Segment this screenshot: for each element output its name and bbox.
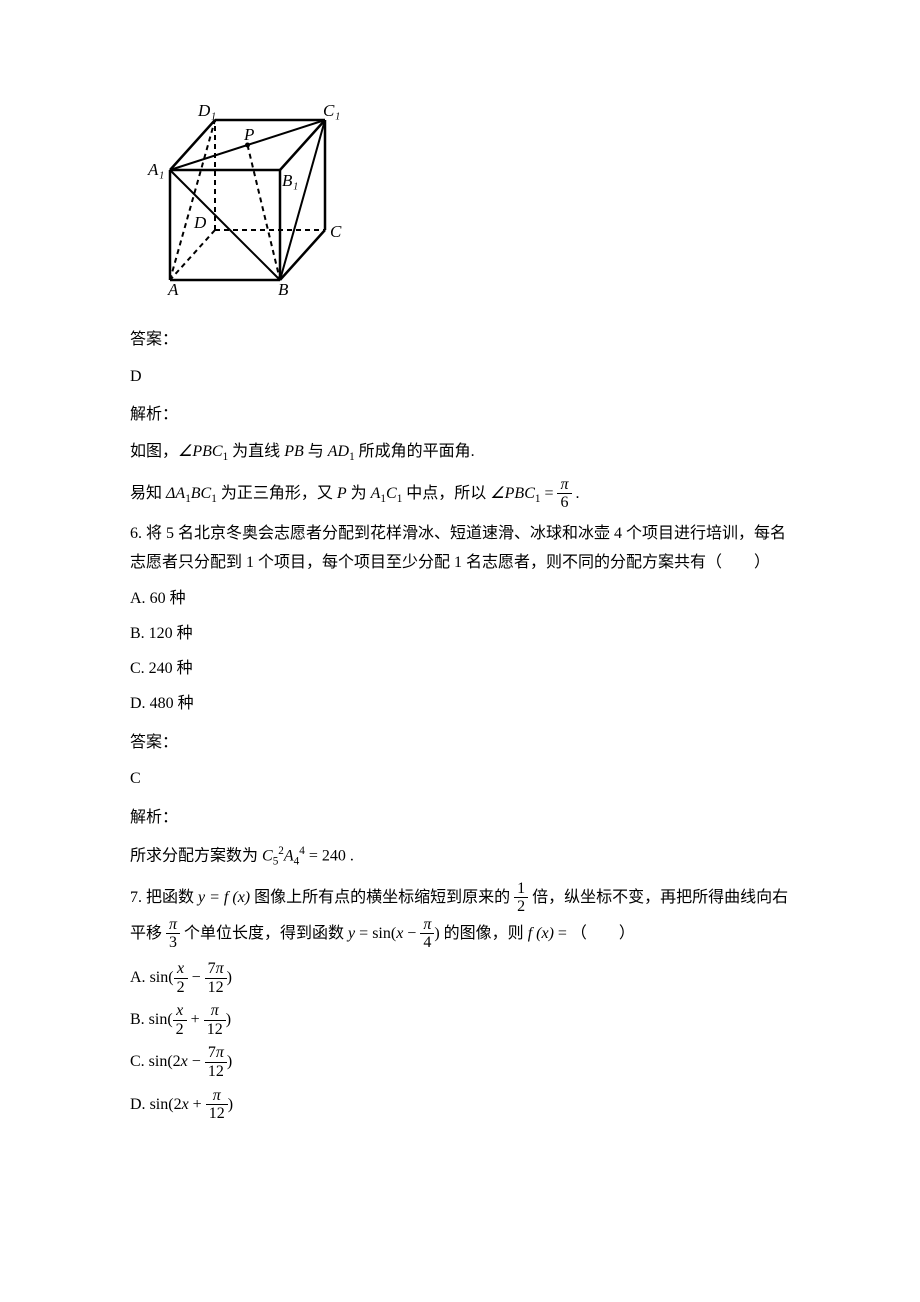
cube-figure: A B C D A₁ B₁ C₁ D₁ P (130, 100, 790, 306)
option: B. sin(x2 + π12) (130, 1002, 790, 1038)
svg-text:B: B (278, 280, 289, 295)
answer-label: 答案： (130, 326, 790, 355)
option: A. sin(x2 − 7π12) (130, 960, 790, 996)
page-root: A B C D A₁ B₁ C₁ D₁ P 答案： D 解析： 如图，∠PBC1 为直… (0, 0, 920, 1302)
explain-label: 解析： (130, 804, 790, 833)
cube-svg: A B C D A₁ B₁ C₁ D₁ P (130, 100, 350, 295)
svg-text:A₁: A₁ (147, 160, 164, 179)
content-area: 答案： D 解析： 如图，∠PBC1 为直线 PB 与 AD1 所成角的平面角. 易知 … (130, 326, 790, 1123)
solution-step: 所求分配方案数为 C52A44 = 240 . (130, 841, 790, 872)
svg-text:C: C (330, 222, 342, 241)
option: D. sin(2x + π12) (130, 1087, 790, 1123)
option: C. 240 种 (130, 655, 790, 684)
svg-text:D₁: D₁ (197, 101, 216, 120)
explain-label: 解析： (130, 401, 790, 430)
option: C. sin(2x − 7π12) (130, 1044, 790, 1080)
svg-text:C₁: C₁ (323, 101, 340, 120)
solution-step: 如图，∠PBC1 为直线 PB 与 AD1 所成角的平面角. (130, 438, 790, 467)
solution-step: 易知 ΔA1BC1 为正三角形，又 P 为 A1C1 中点，所以 ∠PBC1 =… (130, 476, 790, 512)
answer-label: 答案： (130, 729, 790, 758)
question-7: 7. 把函数 y = f (x) 图像上所有点的横坐标缩短到原来的 12 倍，纵… (130, 880, 790, 952)
option: A. 60 种 (130, 585, 790, 614)
answer-value: C (130, 765, 790, 794)
option: D. 480 种 (130, 690, 790, 719)
question-6: 6. 将 5 名北京冬奥会志愿者分配到花样滑冰、短道速滑、冰球和冰壶 4 个项目… (130, 520, 790, 578)
option: B. 120 种 (130, 620, 790, 649)
svg-text:D: D (193, 213, 207, 232)
svg-text:B₁: B₁ (282, 171, 298, 190)
answer-value: D (130, 363, 790, 392)
svg-text:A: A (167, 280, 179, 295)
svg-text:P: P (243, 125, 254, 144)
